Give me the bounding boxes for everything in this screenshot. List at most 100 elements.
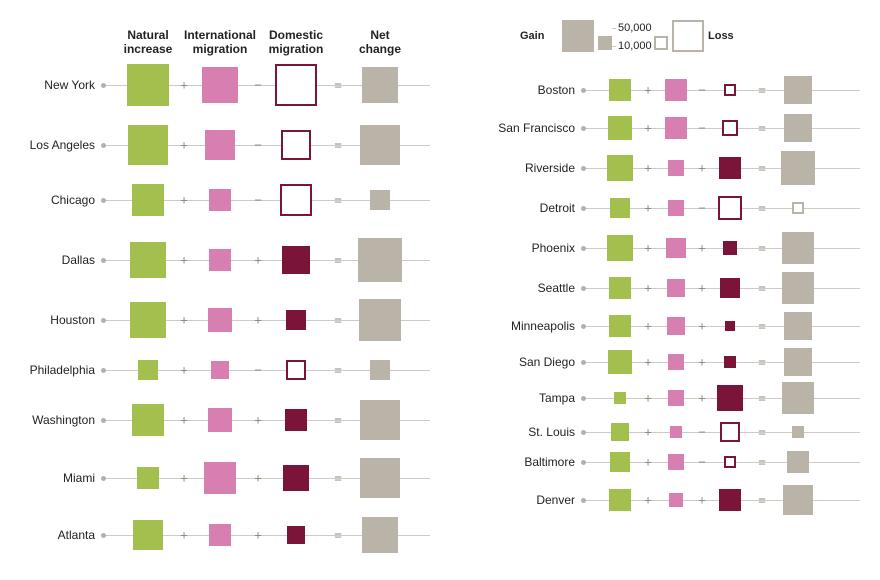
op-eq: =: [334, 138, 342, 153]
square-nat: [609, 315, 632, 338]
op-eq: =: [758, 319, 766, 334]
op-plus: +: [180, 413, 188, 428]
square-net: [783, 485, 813, 515]
square-nat: [138, 360, 158, 380]
square-intl: [205, 130, 235, 160]
op-pm: +: [698, 241, 706, 256]
square-dom: [283, 465, 310, 492]
op-pm: +: [698, 319, 706, 334]
op-pm: +: [698, 355, 706, 370]
op-plus: +: [644, 121, 652, 136]
square-dom: [723, 241, 737, 255]
row-dot: [101, 143, 106, 148]
op-pm: −: [698, 425, 706, 440]
op-pm: −: [698, 121, 706, 136]
city-label: Minneapolis: [485, 319, 575, 333]
row-dot: [581, 206, 586, 211]
op-eq: =: [334, 78, 342, 93]
square-intl: [669, 493, 683, 507]
op-plus: +: [644, 281, 652, 296]
square-net: [359, 299, 401, 341]
square-nat: [128, 125, 168, 165]
row-dot: [581, 430, 586, 435]
square-intl: [666, 238, 686, 258]
square-net: [370, 190, 389, 209]
square-net: [360, 400, 399, 439]
square-intl: [204, 462, 236, 494]
square-intl: [668, 200, 685, 217]
city-label: Detroit: [485, 201, 575, 215]
op-pm: −: [698, 201, 706, 216]
city-label: Denver: [485, 493, 575, 507]
row-dot: [101, 418, 106, 423]
square-net: [358, 238, 402, 282]
column-header: Natural increase: [108, 28, 188, 56]
square-net: [792, 426, 805, 439]
legend-loss-label: Loss: [708, 30, 734, 42]
square-dom: [719, 157, 742, 180]
op-pm: +: [254, 253, 262, 268]
op-pm: −: [698, 83, 706, 98]
square-intl: [208, 408, 233, 433]
op-eq: =: [334, 193, 342, 208]
row-dot: [581, 246, 586, 251]
square-intl: [665, 117, 688, 140]
row-dot: [581, 126, 586, 131]
square-dom: [719, 489, 742, 512]
op-eq: =: [758, 493, 766, 508]
city-label: Chicago: [5, 193, 95, 207]
city-label: Washington: [5, 413, 95, 427]
op-plus: +: [180, 363, 188, 378]
square-dom: [286, 360, 305, 379]
city-label: Dallas: [5, 253, 95, 267]
square-nat: [132, 404, 165, 437]
square-nat: [608, 350, 632, 374]
column-header: Domestic migration: [256, 28, 336, 56]
op-plus: +: [644, 355, 652, 370]
op-plus: +: [180, 78, 188, 93]
square-dom: [287, 526, 305, 544]
square-nat: [132, 184, 164, 216]
city-label: Los Angeles: [5, 138, 95, 152]
square-intl: [211, 361, 229, 379]
city-label: New York: [5, 78, 95, 92]
op-eq: =: [758, 455, 766, 470]
op-plus: +: [644, 241, 652, 256]
square-intl: [668, 160, 684, 176]
square-net: [784, 312, 813, 341]
square-intl: [667, 279, 685, 297]
op-eq: =: [758, 355, 766, 370]
op-eq: =: [758, 201, 766, 216]
square-net: [784, 348, 812, 376]
op-pm: −: [254, 78, 262, 93]
square-intl: [665, 79, 688, 102]
op-plus: +: [644, 319, 652, 334]
op-eq: =: [758, 121, 766, 136]
row-dot: [101, 476, 106, 481]
row-dot: [581, 324, 586, 329]
op-eq: =: [334, 471, 342, 486]
op-plus: +: [644, 161, 652, 176]
square-net: [362, 517, 398, 553]
op-eq: =: [334, 363, 342, 378]
square-nat: [130, 242, 165, 277]
square-nat: [609, 489, 630, 510]
legend-line-10: [612, 46, 616, 47]
square-nat: [608, 116, 633, 141]
square-nat: [137, 467, 158, 488]
square-intl: [668, 454, 684, 470]
square-nat: [614, 392, 627, 405]
op-pm: +: [698, 391, 706, 406]
square-net: [370, 360, 389, 379]
square-dom: [280, 184, 312, 216]
op-plus: +: [180, 471, 188, 486]
op-eq: =: [758, 161, 766, 176]
op-eq: =: [334, 313, 342, 328]
op-eq: =: [758, 241, 766, 256]
city-label: Boston: [485, 83, 575, 97]
city-label: Houston: [5, 313, 95, 327]
square-intl: [209, 524, 230, 545]
square-nat: [609, 79, 630, 100]
square-dom: [717, 385, 744, 412]
op-eq: =: [758, 425, 766, 440]
